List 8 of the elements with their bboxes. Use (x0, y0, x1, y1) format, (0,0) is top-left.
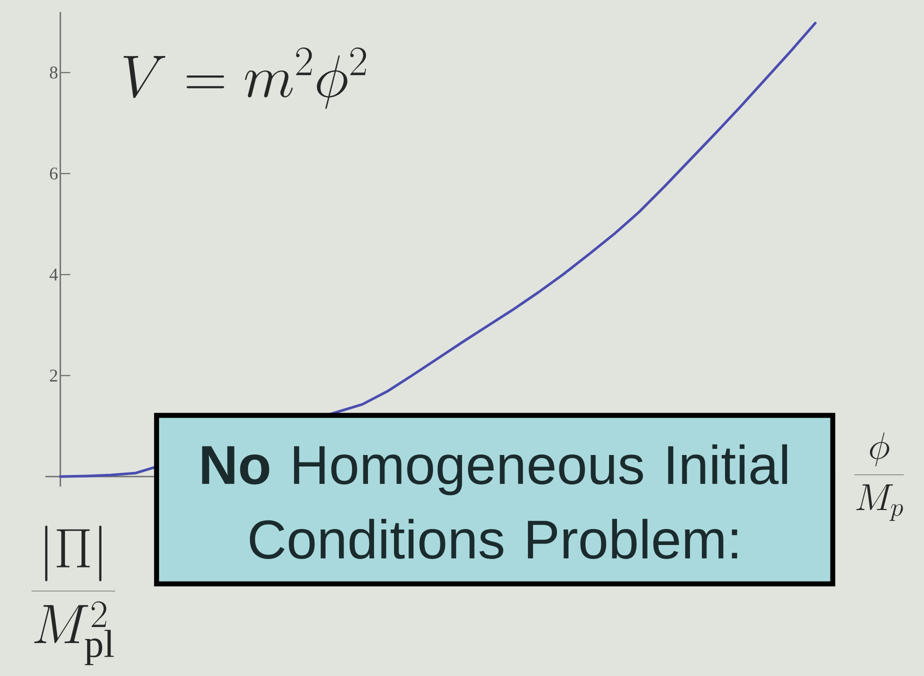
x-axis-title: $\frac{\phi}{M_p}$ (854, 432, 904, 521)
y-tick-label: 2 (50, 370, 58, 382)
y-tick-label: 4 (50, 268, 58, 280)
text: $\frac{|\Pi|}{M_{\mathrm{pl}}^2}$ (32, 526, 116, 666)
annotation: $V = m^2\phi^2$ (124, 47, 366, 109)
y-tick-label: 6 (50, 167, 58, 180)
y-tick-label: 8 (50, 66, 58, 79)
annotation: No Homogeneous Initial Conditions Problem: (202, 444, 788, 559)
